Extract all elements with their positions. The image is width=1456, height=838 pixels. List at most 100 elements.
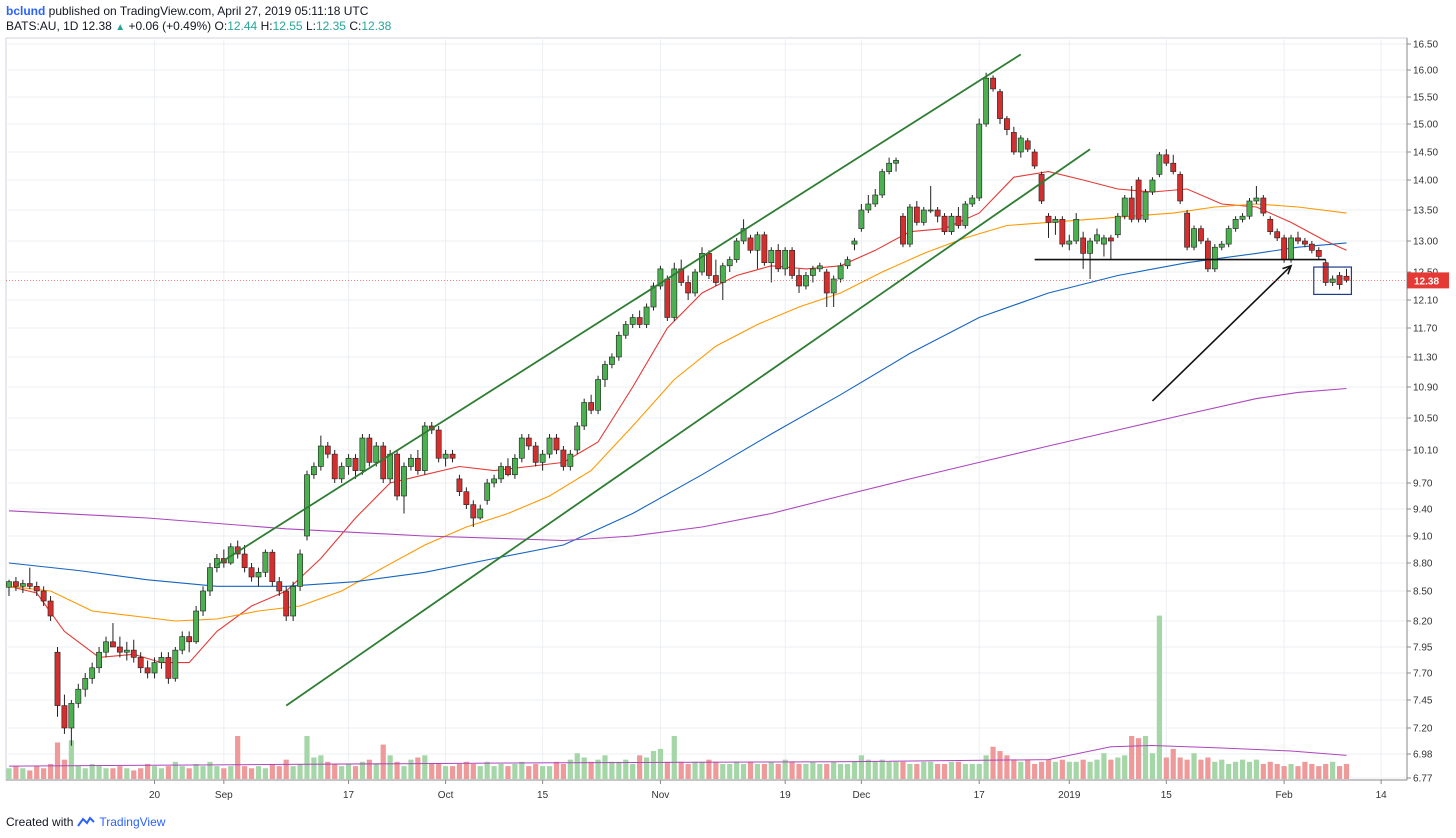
volume-bar — [1080, 759, 1086, 779]
volume-bar — [110, 768, 116, 779]
drawings — [6, 53, 1407, 707]
volume-bar — [623, 759, 629, 779]
candle-body — [657, 268, 664, 287]
candle-body — [1239, 215, 1246, 220]
candle-body — [893, 160, 899, 164]
volume-bar — [588, 761, 594, 779]
volume-bar — [1177, 757, 1183, 779]
candle-body — [1128, 197, 1135, 220]
candle-body — [401, 466, 407, 497]
candle-body — [338, 466, 345, 480]
candle-body — [1246, 200, 1253, 217]
volume-bar — [359, 761, 366, 779]
candle-body — [33, 586, 40, 592]
y-tick-label: 15.50 — [1413, 93, 1438, 104]
volume-bar — [1336, 766, 1343, 779]
y-tick-label: 10.50 — [1413, 414, 1438, 425]
volume-bar — [401, 766, 407, 779]
published-text: published on TradingView.com, April 27, … — [48, 4, 369, 18]
volume-bar — [186, 768, 192, 779]
open-label: O: — [214, 19, 228, 33]
volume-bar — [1163, 757, 1169, 779]
volume-bar — [449, 766, 456, 779]
candle-body — [262, 551, 269, 573]
volume-bar — [352, 766, 359, 779]
y-tick-label: 16.50 — [1413, 40, 1438, 51]
volume-bar — [283, 759, 289, 779]
volume-bar — [151, 766, 158, 779]
volume-bar — [436, 763, 442, 779]
candle-body — [1274, 231, 1281, 239]
candle-body — [151, 662, 158, 674]
volume-bar — [345, 763, 352, 779]
volume-bar — [207, 761, 213, 779]
candle-body — [1302, 240, 1308, 245]
volume-bar — [1135, 738, 1142, 779]
candle-body — [366, 437, 373, 463]
candle-body — [283, 590, 290, 617]
volume-bar — [768, 761, 774, 779]
candle-body — [103, 641, 109, 653]
volume-bar — [1059, 759, 1065, 779]
volume-bar — [1281, 766, 1287, 779]
volume-bar — [1246, 761, 1253, 779]
volume-bar — [1032, 763, 1038, 779]
candle-body — [505, 466, 511, 476]
y-tick-label: 8.50 — [1413, 587, 1433, 598]
candle-body — [539, 453, 546, 463]
volume-bar — [235, 736, 241, 779]
volume-bar — [54, 742, 61, 779]
volume-bar — [1045, 759, 1052, 779]
volume-bar — [339, 766, 345, 779]
candle-body — [352, 457, 359, 471]
candle-body — [317, 445, 324, 467]
volume-bar — [491, 766, 497, 779]
volume-bar — [955, 761, 962, 779]
volume-bar — [442, 766, 449, 779]
tradingview-link[interactable]: TradingView — [99, 815, 166, 829]
volume-bar — [172, 761, 178, 779]
arrow-head-icon — [1282, 264, 1293, 275]
volume-bar — [1052, 761, 1059, 779]
candle-body — [82, 678, 89, 690]
volume-bar — [1316, 766, 1322, 779]
candle-body — [1107, 237, 1114, 242]
volume-bar — [1025, 759, 1031, 779]
volume-bar — [782, 759, 788, 779]
x-tick-label: Dec — [852, 790, 870, 801]
volume-bar — [1038, 761, 1045, 779]
volume-ma-line — [8, 744, 1347, 767]
candle-body — [934, 209, 941, 217]
y-tick-label: 8.20 — [1413, 617, 1433, 628]
candle-body — [297, 553, 303, 587]
x-tick-label: Oct — [438, 790, 454, 801]
candle-body — [463, 491, 470, 505]
candle-body — [1121, 197, 1128, 217]
volume-bar — [75, 766, 81, 779]
axes: 16.50 16.00 15.50 15.00 14.50 14.00 13.50 13.00… — [6, 38, 1449, 801]
x-tick-label: 15 — [1161, 790, 1173, 801]
volume-bar — [643, 757, 650, 779]
volume-bar — [456, 763, 463, 779]
candle-body — [553, 437, 560, 451]
candle-body — [643, 306, 650, 325]
volume-bar — [82, 768, 88, 779]
candle-body — [1281, 237, 1288, 260]
y-tick-label: 12.10 — [1413, 296, 1438, 307]
grid — [5, 37, 1408, 781]
candle-body — [193, 610, 200, 643]
candle-body — [858, 209, 865, 229]
volume-bar — [1018, 761, 1024, 779]
candle-body — [560, 449, 567, 467]
candle-body — [1260, 197, 1267, 214]
volume-bar — [630, 763, 636, 779]
volume-bar — [1184, 759, 1190, 779]
ma100-line — [8, 242, 1347, 587]
volume-bar — [1066, 761, 1072, 779]
candle-body — [588, 402, 595, 411]
candle-body — [1322, 262, 1329, 283]
volume-bar — [1309, 763, 1315, 779]
author-name[interactable]: bclund — [6, 4, 46, 18]
volume-bar — [935, 763, 941, 779]
